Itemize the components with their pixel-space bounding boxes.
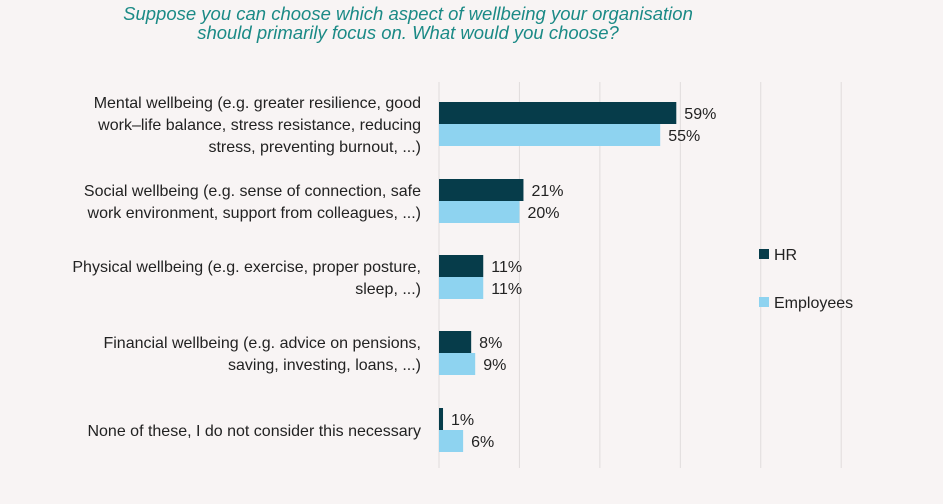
category-label-3-line-1: saving, investing, loans, ...) bbox=[228, 357, 421, 374]
value-label-employees-2: 11% bbox=[491, 281, 522, 298]
category-label-0-line-2: stress, preventing burnout, ...) bbox=[208, 139, 421, 156]
bar-hr-1 bbox=[439, 179, 524, 201]
bar-hr-2 bbox=[439, 255, 484, 277]
category-label-2-line-1: sleep, ...) bbox=[355, 281, 421, 298]
chart-title-line-1: Suppose you can choose which aspect of w… bbox=[123, 3, 693, 24]
value-label-employees-3: 9% bbox=[483, 357, 506, 374]
category-label-1-line-1: work environment, support from colleague… bbox=[87, 205, 421, 222]
bar-employees-4 bbox=[439, 430, 464, 452]
value-label-hr-2: 11% bbox=[491, 259, 522, 276]
bar-hr-3 bbox=[439, 331, 472, 353]
bar-employees-1 bbox=[439, 201, 520, 223]
value-label-hr-1: 21% bbox=[531, 183, 563, 200]
legend-label-hr: HR bbox=[774, 247, 797, 264]
bar-hr-0 bbox=[439, 102, 677, 124]
chart-title-line-2: should primarily focus on. What would yo… bbox=[197, 22, 619, 43]
category-label-0-line-0: Mental wellbeing (e.g. greater resilienc… bbox=[94, 95, 421, 112]
value-label-employees-4: 6% bbox=[471, 434, 494, 451]
value-label-employees-0: 55% bbox=[668, 128, 700, 145]
value-label-hr-4: 1% bbox=[451, 412, 474, 429]
legend-swatch-employees bbox=[759, 297, 769, 307]
bar-employees-2 bbox=[439, 277, 484, 299]
category-label-0-line-1: work–life balance, stress resistance, re… bbox=[97, 117, 421, 134]
bar-employees-0 bbox=[439, 124, 661, 146]
value-label-employees-1: 20% bbox=[527, 205, 559, 222]
category-label-1-line-0: Social wellbeing (e.g. sense of connecti… bbox=[84, 183, 421, 200]
category-label-2-line-0: Physical wellbeing (e.g. exercise, prope… bbox=[72, 259, 421, 276]
value-label-hr-0: 59% bbox=[684, 106, 716, 123]
legend-label-employees: Employees bbox=[774, 295, 853, 312]
category-label-3-line-0: Financial wellbeing (e.g. advice on pens… bbox=[103, 335, 421, 352]
legend-swatch-hr bbox=[759, 249, 769, 259]
category-label-4-line-0: None of these, I do not consider this ne… bbox=[87, 423, 421, 440]
bar-hr-4 bbox=[439, 408, 444, 430]
value-label-hr-3: 8% bbox=[479, 335, 502, 352]
chart-title: Suppose you can choose which aspect of w… bbox=[0, 4, 816, 42]
bar-employees-3 bbox=[439, 353, 476, 375]
